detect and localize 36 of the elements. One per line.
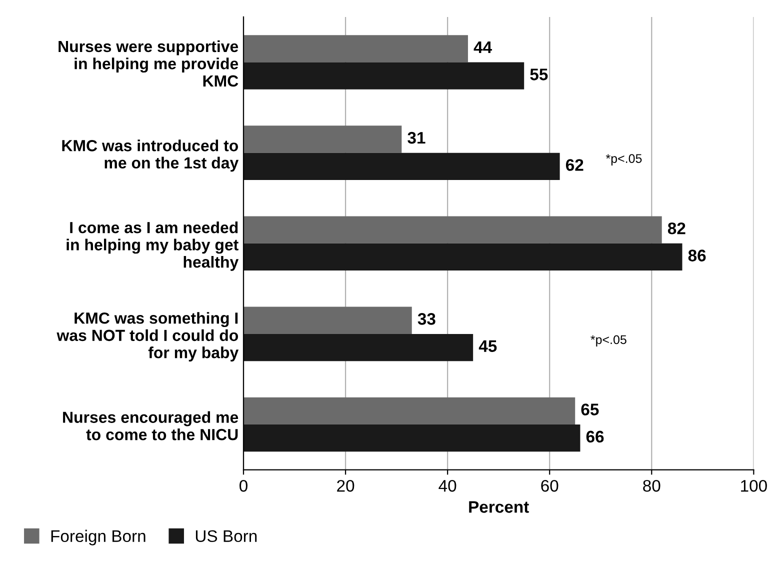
legend-label: Foreign Born: [51, 530, 146, 546]
data-label: 55: [530, 68, 548, 80]
bar: [243, 334, 474, 362]
annotation: *p<.05: [590, 335, 626, 347]
data-label: 82: [668, 222, 686, 234]
x-tick-label: 100: [741, 480, 767, 492]
annotation: *p<.05: [606, 154, 642, 166]
y-tick-label: Nurses were supportive in helping me provide KMC: [58, 40, 238, 87]
x-tick-label: 20: [337, 480, 354, 492]
x-axis-title: Percent: [469, 501, 529, 513]
x-tick-label: 80: [643, 480, 660, 492]
y-tick-label: Nurses encouraged me to come to the NICU: [63, 411, 238, 440]
bar: [243, 216, 662, 244]
bar: [243, 424, 580, 452]
bar: [243, 126, 402, 153]
legend-label: US Born: [196, 530, 257, 542]
data-label: 86: [688, 250, 706, 262]
data-label: 44: [474, 42, 492, 53]
x-tick-label: 40: [438, 480, 456, 492]
data-label: 65: [581, 404, 599, 416]
bar: [243, 62, 524, 90]
bar: [243, 306, 412, 334]
data-label: 31: [408, 132, 426, 144]
bar: [243, 243, 682, 271]
x-tick-label: 60: [541, 480, 558, 492]
bar: [243, 397, 576, 424]
data-label: 33: [418, 313, 436, 325]
data-label: 45: [478, 340, 497, 352]
data-label: 66: [586, 430, 604, 443]
bar: [243, 35, 468, 62]
y-tick-label: KMC was something I was NOT told I could do for my baby: [56, 312, 239, 362]
bar: [243, 152, 560, 180]
y-tick-label: I come as I am needed in helping my baby get healthy: [66, 222, 239, 271]
data-label: 62: [566, 159, 584, 171]
x-tick-label: 0: [240, 480, 248, 492]
y-tick-label: KMC was introduced to me on the 1st day: [62, 140, 239, 172]
